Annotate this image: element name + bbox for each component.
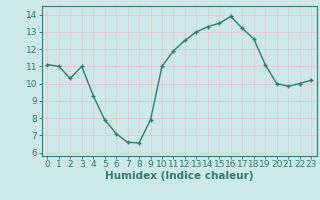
X-axis label: Humidex (Indice chaleur): Humidex (Indice chaleur): [105, 171, 253, 181]
